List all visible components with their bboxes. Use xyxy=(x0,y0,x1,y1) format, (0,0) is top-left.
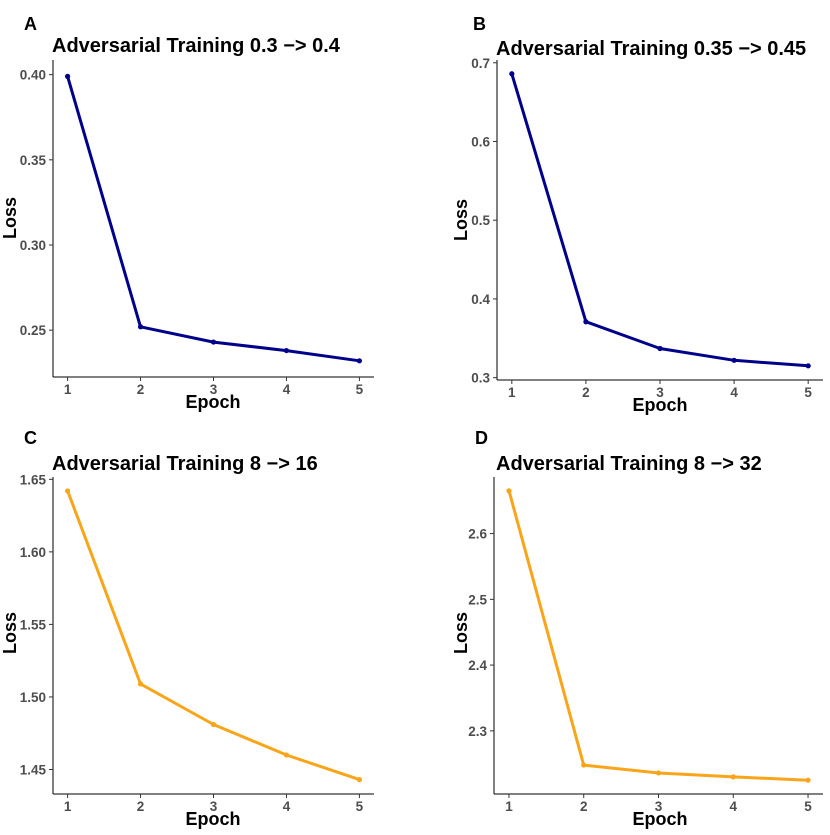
panel-c-plot: 1.45 1.50 1.55 1.60 1.65 1 2 3 4 5 xyxy=(20,472,374,814)
panel-b-plot: 0.3 0.4 0.5 0.6 0.7 1 2 3 4 5 xyxy=(471,56,823,400)
panel-a-x-tick-label: 1 xyxy=(64,382,72,397)
panel-d-data-point xyxy=(506,488,512,494)
panel-c-y-tick-label: 1.55 xyxy=(20,617,47,632)
panel-b-y-axis-title: Loss xyxy=(451,199,471,241)
panel-b-x-tick-label: 2 xyxy=(582,385,590,400)
panel-a-x-axis-title: Epoch xyxy=(185,392,240,412)
panel-d-x-tick-label: 1 xyxy=(505,799,513,814)
panel-c-y-tick-label: 1.45 xyxy=(20,762,47,777)
panel-a-y-tick-label: 0.25 xyxy=(20,323,47,338)
panel-b-y-tick-label: 0.5 xyxy=(471,213,490,228)
panel-a-y-tick-label: 0.35 xyxy=(20,153,47,168)
panel-b-x-axis-title: Epoch xyxy=(632,395,687,415)
panel-b-x-tick-label: 3 xyxy=(656,385,664,400)
panel-a-title: Adversarial Training 0.3 −> 0.4 xyxy=(52,35,341,57)
panel-a-loss-line xyxy=(66,74,361,363)
panel-a-x-tick-label: 5 xyxy=(356,382,364,397)
panel-d-y-tick-label: 2.3 xyxy=(468,724,487,739)
panel-c-x-axis-title: Epoch xyxy=(185,809,240,829)
panel-b-data-point xyxy=(509,71,515,77)
panel-a-y-tick-label: 0.40 xyxy=(20,68,46,83)
panel-d-x-tick-label: 5 xyxy=(804,799,812,814)
panel-a-data-point xyxy=(137,324,144,330)
panel-d-x-tick-label: 4 xyxy=(730,799,738,814)
panel-a-data-point xyxy=(64,73,71,79)
panel-d-data-point xyxy=(655,770,662,776)
panel-a-y-tick-label: 0.30 xyxy=(20,238,46,253)
panel-c-title: Adversarial Training 8 −> 16 xyxy=(52,453,318,475)
panel-b-data-point xyxy=(583,319,589,325)
panel-c-x-tick-label: 2 xyxy=(137,799,145,814)
panel-c-y-tick-label: 1.50 xyxy=(20,690,46,705)
panel-c-loss-line xyxy=(66,489,361,782)
panel-d-loss-line xyxy=(507,489,810,782)
panel-a-plot: 0.25 0.30 0.35 0.40 1 2 3 4 5 xyxy=(20,60,374,397)
panel-letter-d: D xyxy=(475,428,488,448)
panel-c-y-tick-label: 1.60 xyxy=(20,545,46,560)
panel-d-y-tick-label: 2.5 xyxy=(468,592,487,607)
panel-b-data-point xyxy=(731,357,737,363)
panel-d-x-tick-label: 3 xyxy=(655,799,663,814)
panel-a: A Adversarial Training 0.3 −> 0.4 0.250.… xyxy=(0,14,374,412)
panel-c-y-tick-label: 1.65 xyxy=(20,472,47,487)
panel-b-data-point xyxy=(657,345,663,352)
panel-d-data-point xyxy=(581,762,587,768)
panel-c-x-tick-label: 4 xyxy=(283,799,291,814)
panel-a-y-axis-title: Loss xyxy=(0,197,20,239)
panel-a-data-point xyxy=(356,358,363,364)
panel-d-y-axis-title: Loss xyxy=(451,612,471,654)
panel-b-y-tick-label: 0.6 xyxy=(471,134,490,149)
panel-d-x-tick-label: 2 xyxy=(580,799,588,814)
panel-d: D Adversarial Training 8 −> 32 2.3 2.4 2.5… xyxy=(451,428,823,829)
panel-a-x-tick-label: 4 xyxy=(283,382,291,397)
panel-d-data-point xyxy=(805,777,811,783)
panel-c-data-point xyxy=(356,777,363,783)
panel-c-data-point xyxy=(210,721,217,728)
panel-b-x-tick-label: 4 xyxy=(730,385,738,400)
panel-c-data-point xyxy=(137,681,144,687)
panel-d-plot: 2.3 2.4 2.5 2.6 1 2 3 4 5 xyxy=(468,477,823,814)
panel-d-y-tick-label: 2.6 xyxy=(468,527,487,542)
panel-a-x-tick-label: 3 xyxy=(210,382,218,397)
panel-c-data-point xyxy=(64,488,71,494)
panel-b: B Adversarial Training 0.35 −> 0.45 0.30… xyxy=(451,14,823,415)
panel-c-x-tick-label: 5 xyxy=(356,799,364,814)
panel-c-x-tick-label: 1 xyxy=(64,799,72,814)
panel-b-y-tick-label: 0.4 xyxy=(471,292,490,307)
panel-b-y-tick-label: 0.7 xyxy=(471,56,490,71)
panel-b-x-tick-label: 1 xyxy=(508,385,516,400)
panel-c: C Adversarial Training 8 −> 16 1.451.501… xyxy=(0,428,374,829)
panel-a-data-point xyxy=(283,347,290,354)
panel-d-x-axis-title: Epoch xyxy=(632,809,687,829)
panel-d-title: Adversarial Training 8 −> 32 xyxy=(496,453,762,475)
panel-c-data-point xyxy=(283,752,290,758)
panel-letter-b: B xyxy=(473,14,486,34)
panel-letter-a: A xyxy=(24,14,37,34)
panel-b-loss-line xyxy=(510,72,810,368)
panel-b-title: Adversarial Training 0.35 −> 0.45 xyxy=(496,38,806,60)
panel-b-data-point xyxy=(805,363,811,369)
panel-b-x-tick-label: 5 xyxy=(804,385,812,400)
panel-d-data-point xyxy=(730,774,736,780)
panel-a-data-point xyxy=(210,339,217,345)
panel-d-y-tick-label: 2.4 xyxy=(468,658,487,673)
panel-letter-c: C xyxy=(24,428,37,448)
panel-a-x-tick-label: 2 xyxy=(137,382,145,397)
panel-c-y-axis-title: Loss xyxy=(0,612,20,654)
panel-b-y-tick-label: 0.3 xyxy=(471,371,490,386)
panel-c-x-tick-label: 3 xyxy=(210,799,218,814)
